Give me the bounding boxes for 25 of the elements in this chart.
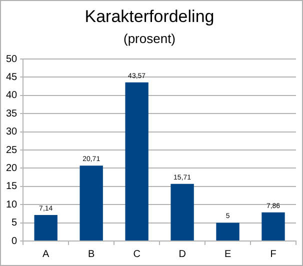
y-tick-label: 0 <box>12 236 18 247</box>
x-tick-label: D <box>178 248 186 260</box>
bar <box>125 82 148 240</box>
x-tick-label: E <box>224 248 232 260</box>
y-tick-label: 30 <box>6 126 18 138</box>
x-tick-label: B <box>88 248 96 260</box>
bar <box>262 212 285 240</box>
chart-subtitle: (prosent) <box>123 30 176 46</box>
y-tick-label: 10 <box>6 199 18 210</box>
bar <box>216 222 240 240</box>
y-tick-label: 25 <box>6 144 18 156</box>
bar <box>34 215 58 240</box>
y-tick-label: 50 <box>6 54 18 65</box>
x-tick-label: F <box>270 248 276 260</box>
bar <box>170 184 194 240</box>
y-tick-label: 5 <box>12 218 18 229</box>
y-tick-label: 40 <box>6 90 18 102</box>
y-tick-label: 45 <box>6 72 18 83</box>
y-tick-label: 35 <box>6 108 18 120</box>
x-tick-label: A <box>42 248 50 260</box>
x-tick-label: C <box>133 248 140 260</box>
bar <box>80 166 103 240</box>
y-tick-label: 15 <box>6 181 18 192</box>
y-tick-label: 20 <box>6 162 18 174</box>
chart-title: Karakterfordeling <box>84 6 214 26</box>
